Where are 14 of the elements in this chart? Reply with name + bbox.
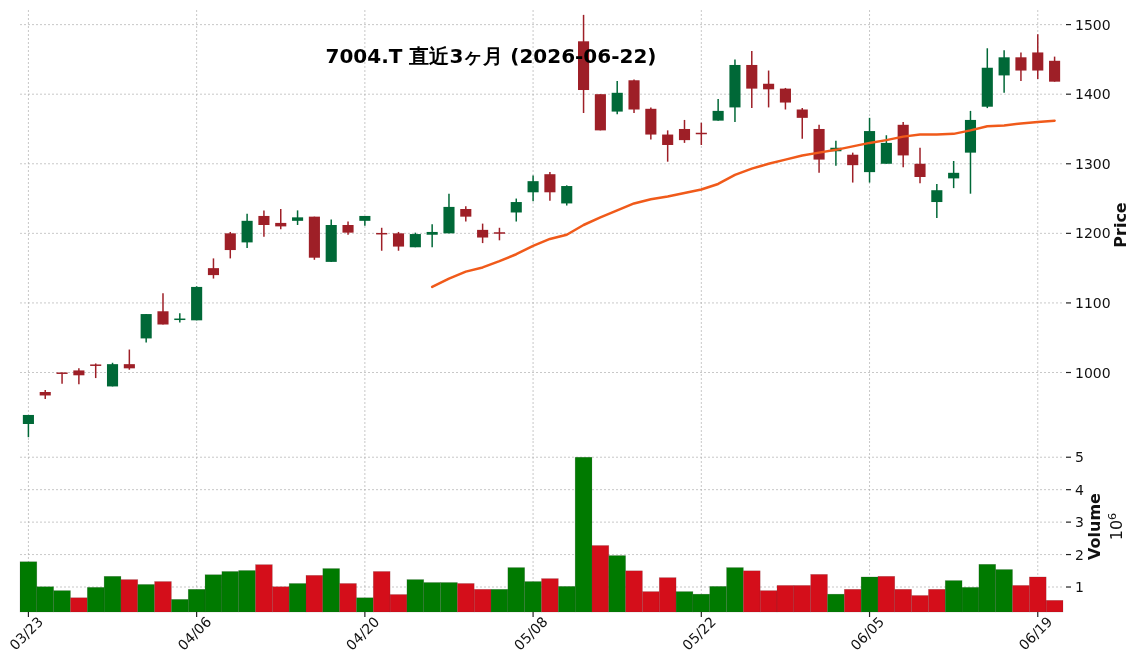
y-tick-label: 5 [1075,449,1084,466]
y-tick-label: 3 [1075,514,1084,531]
y-axis-title: Volume [1085,492,1104,560]
y-tick-label: 1200 [1075,225,1111,242]
y-axis-title: Price [1111,202,1130,248]
line-series [430,119,1056,289]
y-tick-label: 1400 [1075,86,1111,103]
y-tick-label: 2 [1075,546,1084,563]
y-tick-label: 4 [1075,481,1084,498]
y-tick-label: 1100 [1075,294,1111,311]
y-tick-label: 1000 [1075,364,1111,381]
y-tick-label: 1500 [1075,16,1111,33]
y-tick-label: 1300 [1075,155,1111,172]
y-tick-label: 1 [1075,579,1084,596]
